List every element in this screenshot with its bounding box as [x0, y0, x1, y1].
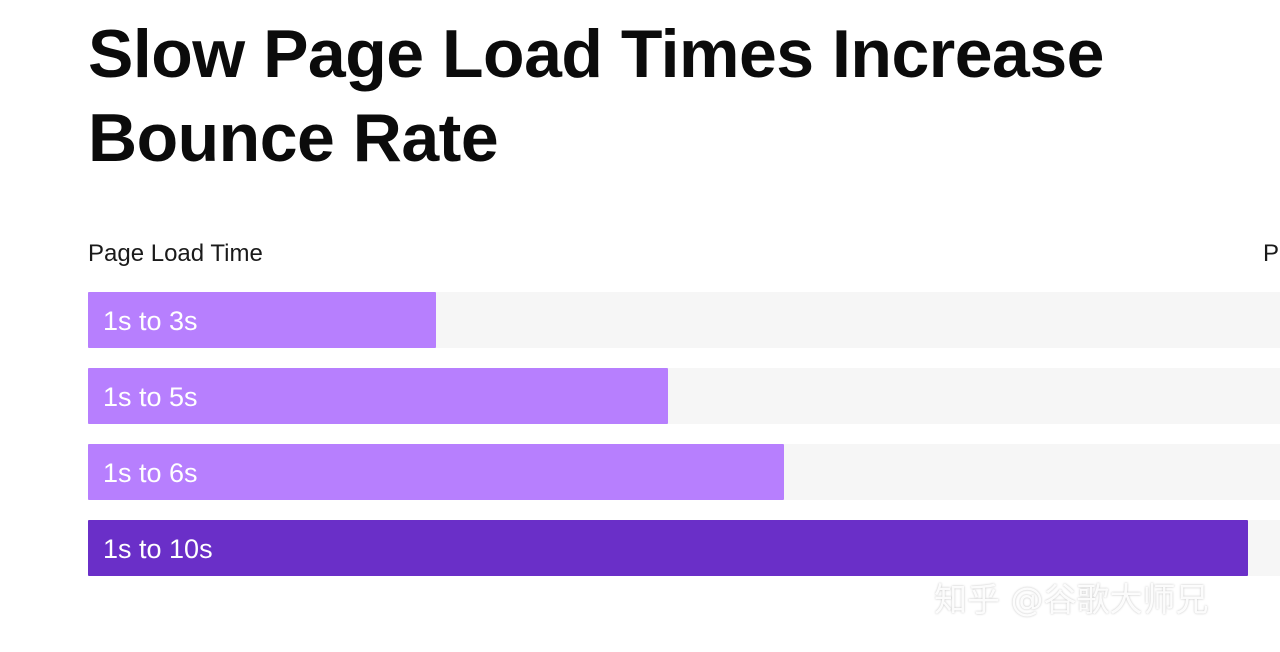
bar: [88, 368, 668, 424]
bar-label: 1s to 6s: [103, 458, 198, 488]
bar: [88, 292, 436, 348]
bar: [88, 444, 784, 500]
bar-label: 1s to 10s: [103, 534, 213, 564]
bar-label: 1s to 5s: [103, 382, 198, 412]
page-title: Slow Page Load Times Increase Bounce Rat…: [88, 16, 1105, 176]
bar-label: 1s to 3s: [103, 306, 198, 336]
column-header-load-time: Page Load Time: [88, 240, 263, 267]
column-header-truncated: P: [1263, 240, 1280, 267]
watermark: 知乎 @谷歌大师兄: [934, 580, 1209, 619]
bar: [88, 520, 1248, 576]
